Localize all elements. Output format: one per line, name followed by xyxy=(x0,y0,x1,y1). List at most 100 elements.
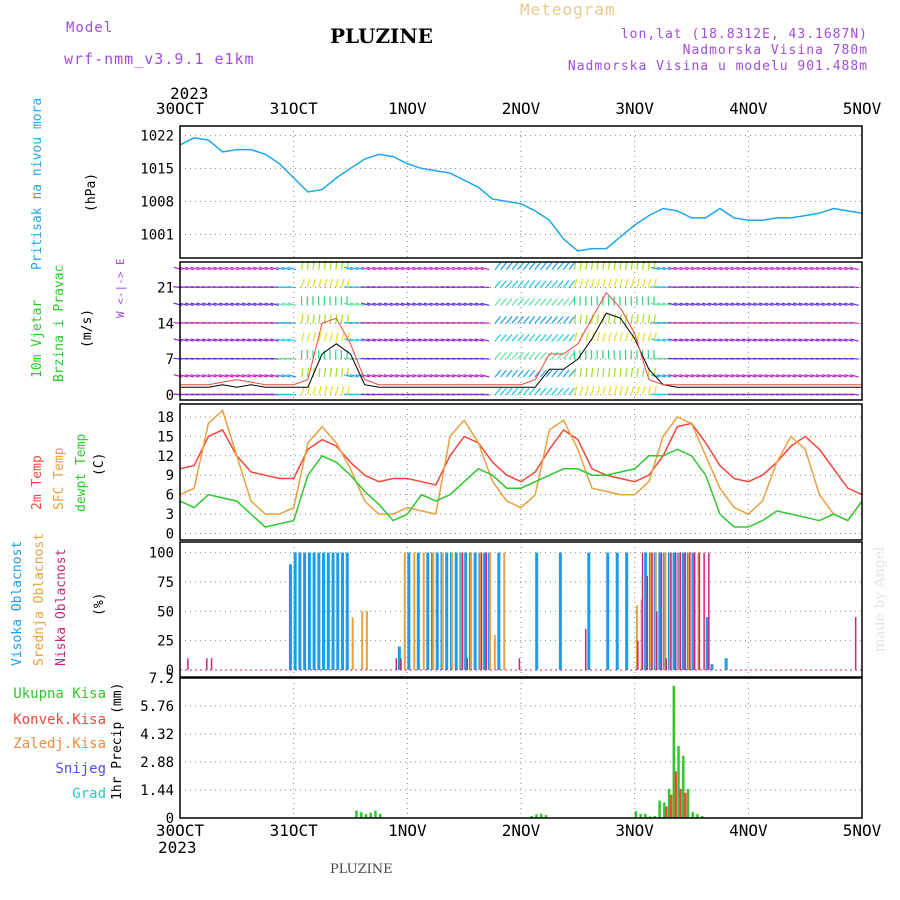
wind-arrow xyxy=(301,314,304,324)
wind-arrow xyxy=(613,367,616,378)
precip-ytick-label: 2.88 xyxy=(140,755,174,771)
wind-arrow xyxy=(494,262,502,271)
wind-arrow xyxy=(613,278,618,288)
wind-arrow xyxy=(389,266,399,271)
wind-arrow xyxy=(340,332,345,342)
wind-arrow xyxy=(463,302,473,307)
wind-arrow xyxy=(355,302,365,307)
wind-arrow xyxy=(667,266,677,271)
cloud-bar xyxy=(489,552,492,670)
wind-arrow xyxy=(528,351,536,360)
cloud-bar xyxy=(351,617,354,670)
pressure-frame xyxy=(179,125,863,259)
wind-arrow xyxy=(568,333,576,342)
wind-arrow xyxy=(770,302,780,307)
wind-arrow xyxy=(406,338,416,342)
cloud-bar xyxy=(460,552,463,670)
wind-arrow xyxy=(207,374,217,378)
wind-arrow xyxy=(329,314,332,324)
model-altitude-label: Nadmorska Visina u modelu 901.488m xyxy=(567,59,868,74)
cloud-bar xyxy=(654,552,657,670)
cloud-bar xyxy=(441,552,444,670)
wind-arrow xyxy=(568,262,576,271)
wind-arrow xyxy=(511,316,519,324)
wind-arrow xyxy=(753,374,763,378)
cloud-bar xyxy=(361,611,364,670)
wind-arrow xyxy=(224,338,234,342)
wind-arrow xyxy=(440,374,450,378)
wind-arrow xyxy=(573,386,578,396)
wind-arrow xyxy=(673,338,683,342)
temp-ytick-label: 0 xyxy=(166,527,174,543)
wind-arrow xyxy=(656,302,666,307)
wind-arrow xyxy=(653,278,657,288)
wind-arrow xyxy=(625,332,629,342)
wind-arrow xyxy=(557,387,564,396)
wind-arrow xyxy=(534,262,541,271)
wind-arrow xyxy=(557,351,564,360)
cloud-bar xyxy=(206,658,208,670)
wind-arrow xyxy=(505,262,513,271)
wind-arrow xyxy=(775,338,785,342)
wind-arrow xyxy=(463,266,473,271)
wind-arrow xyxy=(412,302,422,307)
wind-arrow xyxy=(551,387,559,396)
x-tick-label-top: 31OCT xyxy=(270,99,319,118)
wind-arrow xyxy=(539,333,547,342)
precip-bar xyxy=(686,788,690,818)
precip-frame xyxy=(179,677,863,819)
cloud-bar xyxy=(682,552,686,670)
wind-arrow xyxy=(770,338,780,342)
wind-arrow xyxy=(213,374,223,378)
cloud-bar xyxy=(705,617,709,670)
wind-arrow xyxy=(306,332,311,342)
wind-arrow xyxy=(832,302,842,307)
wind-arrow xyxy=(696,338,706,342)
wind-arrow xyxy=(258,266,268,271)
wind-arrow xyxy=(201,338,211,342)
wind-arrow xyxy=(656,374,666,378)
wind-arrow xyxy=(434,302,444,307)
x-tick-label-top: 4NOV xyxy=(729,99,768,118)
wind-arrow xyxy=(344,266,354,271)
wind-arrow xyxy=(653,314,656,324)
wind-arrow xyxy=(568,316,576,324)
model-value: wrf-nmm_v3.9.1 e1km xyxy=(64,50,255,68)
wind-arrow xyxy=(224,302,234,307)
cloud-bar xyxy=(635,605,638,670)
wind-arrow xyxy=(741,266,751,271)
wind-arrow xyxy=(522,333,530,342)
wind-arrow xyxy=(679,266,689,271)
wind-arrow xyxy=(770,266,780,271)
wind-arrow xyxy=(707,266,717,271)
wind-arrow xyxy=(522,387,530,396)
wind-arrow xyxy=(505,351,513,360)
cloud-bar xyxy=(445,552,449,670)
wind-arrow xyxy=(551,333,559,342)
wind-arrow xyxy=(724,338,734,342)
wind-arrow xyxy=(400,266,410,271)
wind-arrow xyxy=(844,338,854,342)
wind-arrow xyxy=(636,332,640,342)
cloud-bar xyxy=(693,552,696,670)
cloud-bar xyxy=(432,552,435,670)
wind-arrow xyxy=(258,338,268,342)
wind-arrow xyxy=(457,302,467,307)
wind-arrow xyxy=(685,266,695,271)
wind-arrow xyxy=(400,374,410,378)
precip-bar xyxy=(663,802,666,818)
wind-arrow xyxy=(602,278,606,288)
wind-arrow xyxy=(568,298,576,306)
wind-arrow xyxy=(551,316,559,324)
wind-arrow xyxy=(690,338,700,342)
wind-arrow xyxy=(207,338,217,342)
cloud-bar xyxy=(637,640,639,670)
wind-arrow xyxy=(517,369,524,378)
cloud-bar xyxy=(674,552,677,670)
wind-arrow xyxy=(275,338,285,342)
wind-arrow xyxy=(793,266,803,271)
wind-arrow xyxy=(528,369,536,378)
wind-arrow xyxy=(346,314,349,324)
wind-arrow xyxy=(753,338,763,342)
wind-arrow xyxy=(736,374,746,378)
